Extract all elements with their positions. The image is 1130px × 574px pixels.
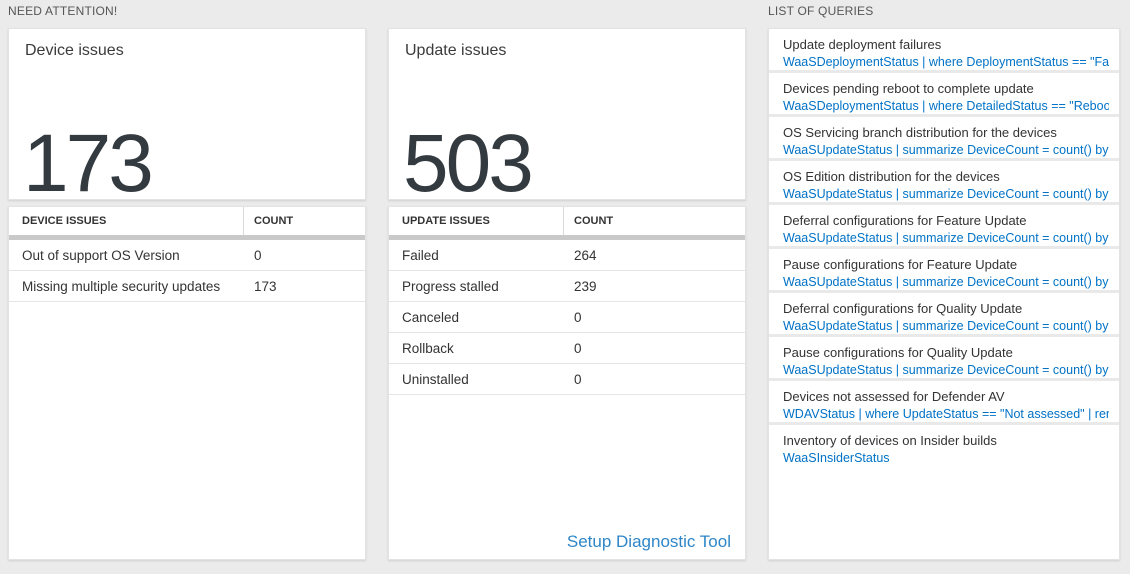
device-issues-header-count: COUNT (254, 215, 294, 227)
query-list-item[interactable]: Deferral configurations for Quality Upda… (769, 293, 1119, 337)
table-row[interactable]: Out of support OS Version 0 (9, 240, 365, 271)
list-of-queries-panel: Update deployment failures WaaSDeploymen… (768, 28, 1120, 560)
device-issues-tile-title: Device issues (25, 42, 124, 59)
row-count: 239 (574, 278, 597, 294)
setup-diagnostic-tool-link[interactable]: Setup Diagnostic Tool (566, 532, 731, 551)
query-list-item[interactable]: Pause configurations for Quality Update … (769, 337, 1119, 381)
query-text: WaaSUpdateStatus | summarize DeviceCount… (783, 231, 1109, 245)
query-text: WDAVStatus | where UpdateStatus == "Not … (783, 407, 1109, 421)
table-row[interactable]: Rollback 0 (389, 333, 745, 364)
device-issues-table-header: DEVICE ISSUES COUNT (9, 207, 365, 235)
query-text: WaaSUpdateStatus | summarize DeviceCount… (783, 319, 1109, 333)
table-row[interactable]: Failed 264 (389, 240, 745, 271)
row-count: 0 (574, 309, 582, 325)
row-count: 173 (254, 278, 277, 294)
device-issues-table: DEVICE ISSUES COUNT Out of support OS Ve… (8, 206, 366, 560)
query-title: Devices pending reboot to complete updat… (783, 81, 1034, 96)
query-title: Devices not assessed for Defender AV (783, 389, 1005, 404)
update-issues-table-header: UPDATE ISSUES COUNT (389, 207, 745, 235)
query-text: WaaSDeploymentStatus | where DeploymentS… (783, 55, 1109, 69)
query-title: Pause configurations for Quality Update (783, 345, 1013, 360)
query-title: OS Servicing branch distribution for the… (783, 125, 1057, 140)
row-count: 264 (574, 247, 597, 263)
query-title: Update deployment failures (783, 37, 942, 52)
row-count: 0 (574, 340, 582, 356)
row-label: Failed (402, 247, 439, 263)
query-text: WaaSUpdateStatus | summarize DeviceCount… (783, 143, 1109, 157)
update-issues-header-label: UPDATE ISSUES (389, 207, 564, 235)
row-label: Rollback (402, 340, 454, 356)
row-count: 0 (254, 247, 262, 263)
query-text: WaaSUpdateStatus | summarize DeviceCount… (783, 363, 1109, 377)
query-text: WaaSInsiderStatus (783, 451, 890, 465)
update-issues-tile[interactable]: Update issues 503 (388, 28, 746, 210)
list-of-queries-section-label: LIST OF QUERIES (768, 4, 874, 18)
table-header-divider-band (389, 235, 745, 240)
table-row[interactable]: Missing multiple security updates 173 (9, 271, 365, 302)
device-issues-header-label: DEVICE ISSUES (9, 207, 244, 235)
update-issues-header-count: COUNT (574, 215, 614, 227)
query-list-item[interactable]: Devices pending reboot to complete updat… (769, 73, 1119, 117)
query-title: OS Edition distribution for the devices (783, 169, 1000, 184)
query-list-item[interactable]: OS Edition distribution for the devices … (769, 161, 1119, 205)
device-issues-table-body: Out of support OS Version 0 Missing mult… (9, 240, 365, 302)
row-label: Uninstalled (402, 371, 469, 387)
query-title: Deferral configurations for Feature Upda… (783, 213, 1027, 228)
update-issues-count: 503 (403, 118, 534, 210)
table-row[interactable]: Progress stalled 239 (389, 271, 745, 302)
query-list-item[interactable]: Update deployment failures WaaSDeploymen… (769, 29, 1119, 73)
table-row[interactable]: Canceled 0 (389, 302, 745, 333)
query-text: WaaSDeploymentStatus | where DetailedSta… (783, 99, 1109, 113)
update-issues-table-body: Failed 264 Progress stalled 239 Canceled… (389, 240, 745, 395)
row-count: 0 (574, 371, 582, 387)
query-text: WaaSUpdateStatus | summarize DeviceCount… (783, 187, 1109, 201)
update-issues-tile-title: Update issues (405, 42, 507, 59)
query-list-item[interactable]: OS Servicing branch distribution for the… (769, 117, 1119, 161)
device-issues-count: 173 (23, 118, 154, 210)
need-attention-section-label: NEED ATTENTION! (8, 4, 118, 18)
table-row[interactable]: Uninstalled 0 (389, 364, 745, 395)
query-list-item[interactable]: Pause configurations for Feature Update … (769, 249, 1119, 293)
query-list-item[interactable]: Inventory of devices on Insider builds W… (769, 425, 1119, 469)
row-label: Progress stalled (402, 278, 499, 294)
query-title: Deferral configurations for Quality Upda… (783, 301, 1023, 316)
table-header-divider-band (9, 235, 365, 240)
query-title: Pause configurations for Feature Update (783, 257, 1018, 272)
row-label: Missing multiple security updates (22, 278, 221, 294)
device-issues-tile[interactable]: Device issues 173 (8, 28, 366, 210)
query-text: WaaSUpdateStatus | summarize DeviceCount… (783, 275, 1109, 289)
query-list-item[interactable]: Deferral configurations for Feature Upda… (769, 205, 1119, 249)
row-label: Canceled (402, 309, 460, 325)
query-list-item[interactable]: Devices not assessed for Defender AV WDA… (769, 381, 1119, 425)
row-label: Out of support OS Version (22, 247, 180, 263)
query-title: Inventory of devices on Insider builds (783, 433, 997, 448)
update-issues-table: UPDATE ISSUES COUNT Failed 264 Progress … (388, 206, 746, 560)
